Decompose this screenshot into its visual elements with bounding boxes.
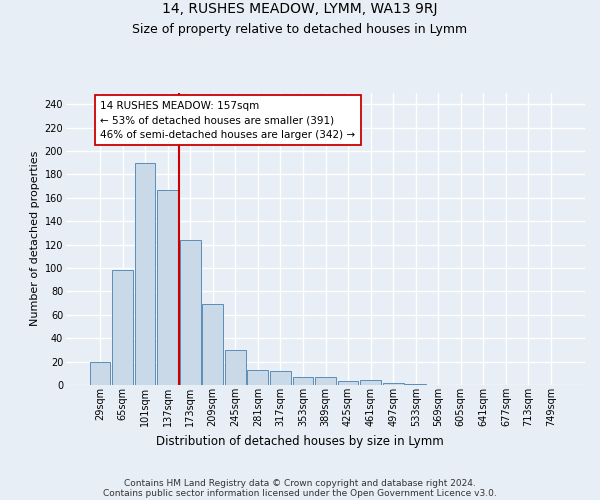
Y-axis label: Number of detached properties: Number of detached properties: [31, 151, 40, 326]
Bar: [315, 377, 336, 385]
Bar: [112, 270, 133, 385]
Bar: [180, 240, 200, 385]
Bar: [157, 190, 178, 385]
Text: Distribution of detached houses by size in Lymm: Distribution of detached houses by size …: [156, 435, 444, 448]
Text: Size of property relative to detached houses in Lymm: Size of property relative to detached ho…: [133, 22, 467, 36]
Bar: [406, 384, 426, 385]
Bar: [89, 362, 110, 385]
Bar: [247, 370, 268, 385]
Bar: [383, 382, 404, 385]
Text: 14, RUSHES MEADOW, LYMM, WA13 9RJ: 14, RUSHES MEADOW, LYMM, WA13 9RJ: [162, 2, 438, 16]
Bar: [225, 350, 245, 385]
Text: Contains public sector information licensed under the Open Government Licence v3: Contains public sector information licen…: [103, 488, 497, 498]
Bar: [293, 377, 313, 385]
Text: 14 RUSHES MEADOW: 157sqm
← 53% of detached houses are smaller (391)
46% of semi-: 14 RUSHES MEADOW: 157sqm ← 53% of detach…: [100, 100, 356, 140]
Bar: [338, 382, 358, 385]
Bar: [270, 371, 291, 385]
Bar: [360, 380, 381, 385]
Text: Contains HM Land Registry data © Crown copyright and database right 2024.: Contains HM Land Registry data © Crown c…: [124, 478, 476, 488]
Bar: [134, 162, 155, 385]
Bar: [202, 304, 223, 385]
